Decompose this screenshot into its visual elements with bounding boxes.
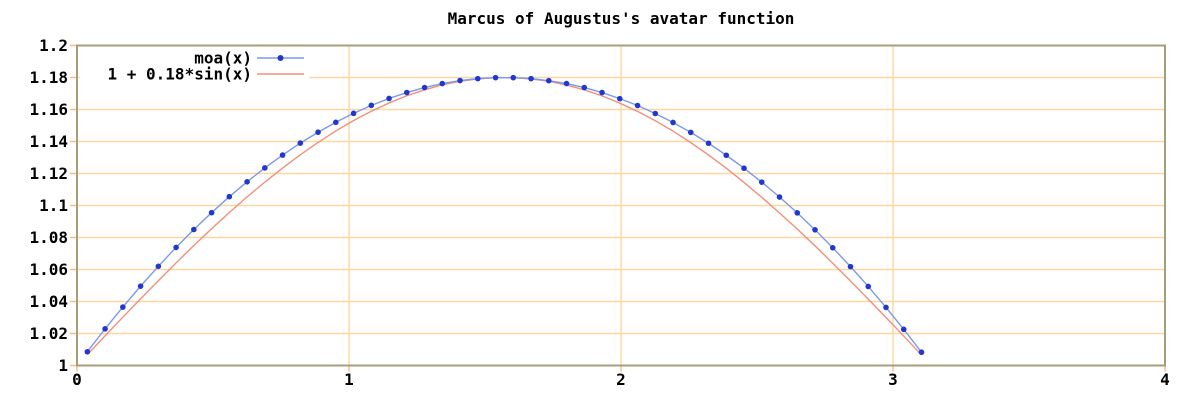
- y-axis-tick-label: 1.16: [29, 100, 68, 119]
- chart-title: Marcus of Augustus's avatar function: [448, 9, 795, 28]
- series-moa-point: [776, 194, 783, 200]
- series-moa-point: [137, 283, 144, 289]
- series-moa-point: [723, 152, 730, 159]
- series-moa-point: [155, 263, 162, 270]
- series-moa-line: [86, 76, 923, 353]
- series-moa-point: [173, 244, 179, 251]
- plot-border: [76, 44, 1166, 367]
- series-moa-point: [279, 152, 286, 158]
- series-moa-point: [191, 226, 197, 233]
- legend-background: [79, 47, 310, 87]
- series-moa-point: [563, 80, 570, 87]
- series-moa-point: [847, 263, 854, 270]
- series-moa-point: [84, 348, 91, 355]
- series-moa-point: [687, 129, 694, 136]
- series-moa-point: [741, 165, 747, 172]
- y-axis-tick-label: 1.14: [29, 132, 68, 151]
- y-axis-tick-label: 1: [58, 356, 68, 375]
- series-moa-point: [528, 75, 534, 82]
- series-moa-point: [794, 210, 801, 216]
- series-moa-point: [439, 80, 446, 87]
- series-moa-point: [510, 74, 517, 81]
- y-axis-tick-label: 1.18: [29, 68, 68, 87]
- series-moa-point: [900, 326, 907, 333]
- x-axis-tick-label: 0: [72, 370, 82, 389]
- x-axis-tick-label: 2: [616, 370, 626, 389]
- series-moa-point: [102, 326, 108, 332]
- series-moa-point: [865, 283, 872, 290]
- series-moa-point: [457, 77, 463, 84]
- y-axis-tick-label: 1.2: [39, 36, 68, 55]
- series-moa-point: [705, 140, 712, 147]
- x-axis-tick-label: 4: [1160, 370, 1170, 389]
- series-moa-point: [315, 129, 321, 136]
- series-moa-point: [670, 119, 676, 126]
- series-moa-point: [421, 84, 428, 91]
- series-moa-point: [758, 179, 765, 185]
- x-axis-tick-label: 3: [888, 370, 898, 389]
- series-moa-point: [120, 304, 126, 310]
- series-moa-point: [386, 95, 392, 102]
- series-moa-point: [812, 227, 818, 233]
- series-moa-point: [226, 193, 233, 200]
- y-axis-tick-label: 1.06: [29, 260, 68, 279]
- series-moa-point: [368, 102, 375, 109]
- series-moa-point: [350, 110, 357, 117]
- series-moa-point: [492, 74, 499, 81]
- series-moa-point: [474, 75, 481, 82]
- legend-label-moa: moa(x): [194, 49, 252, 68]
- series-moa-point: [244, 179, 250, 185]
- series-sin-line: [86, 76, 923, 356]
- y-axis-tick-label: 1.08: [29, 228, 68, 247]
- y-axis-tick-label: 1.12: [29, 164, 68, 183]
- series-moa-point: [297, 140, 304, 146]
- y-axis-tick-label: 1.02: [29, 324, 68, 343]
- y-axis-tick-label: 1.04: [29, 292, 68, 311]
- series-moa-point: [599, 89, 605, 96]
- series-moa-point: [208, 209, 215, 216]
- legend-label-sin: 1 + 0.18*sin(x): [108, 65, 253, 84]
- series-moa-point: [829, 244, 836, 251]
- series-moa-point: [883, 304, 889, 311]
- series-moa-point: [545, 77, 552, 84]
- series-moa-point: [262, 165, 268, 171]
- series-moa-point: [634, 102, 641, 109]
- series-moa-point: [333, 119, 339, 126]
- series-moa-point: [652, 110, 659, 117]
- series-moa-point: [918, 349, 925, 356]
- series-moa-point: [616, 95, 623, 102]
- legend-sample-point: [277, 55, 284, 61]
- x-axis-tick-label: 1: [344, 370, 354, 389]
- series-moa-point: [581, 84, 588, 91]
- series-moa-point: [404, 89, 410, 96]
- y-axis-tick-label: 1.1: [39, 196, 68, 215]
